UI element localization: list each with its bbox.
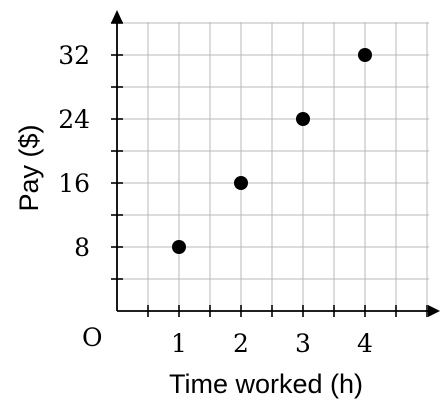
axes bbox=[111, 10, 440, 317]
y-axis-arrow bbox=[111, 10, 123, 23]
x-tick-label: 4 bbox=[357, 329, 373, 358]
x-tick-label: 2 bbox=[233, 329, 249, 358]
y-tick-label: 32 bbox=[58, 41, 90, 70]
data-point bbox=[234, 176, 248, 190]
y-tick-label: 8 bbox=[74, 233, 90, 262]
tick-labels: 1 2 3 4 8 16 24 32 bbox=[58, 41, 373, 358]
grid bbox=[117, 22, 429, 311]
data-point bbox=[172, 240, 186, 254]
x-tick-label: 1 bbox=[171, 329, 187, 358]
y-axis-label: Pay ($) bbox=[14, 124, 44, 211]
x-axis-label: Time worked (h) bbox=[169, 369, 363, 399]
x-tick-label: 3 bbox=[295, 329, 311, 358]
data-points bbox=[172, 48, 372, 254]
data-point bbox=[358, 48, 372, 62]
origin-label: O bbox=[82, 323, 103, 352]
data-point bbox=[296, 112, 310, 126]
x-axis-arrow bbox=[428, 305, 440, 317]
ticks bbox=[111, 22, 428, 317]
y-tick-label: 16 bbox=[58, 169, 90, 198]
y-tick-label: 24 bbox=[58, 105, 90, 134]
